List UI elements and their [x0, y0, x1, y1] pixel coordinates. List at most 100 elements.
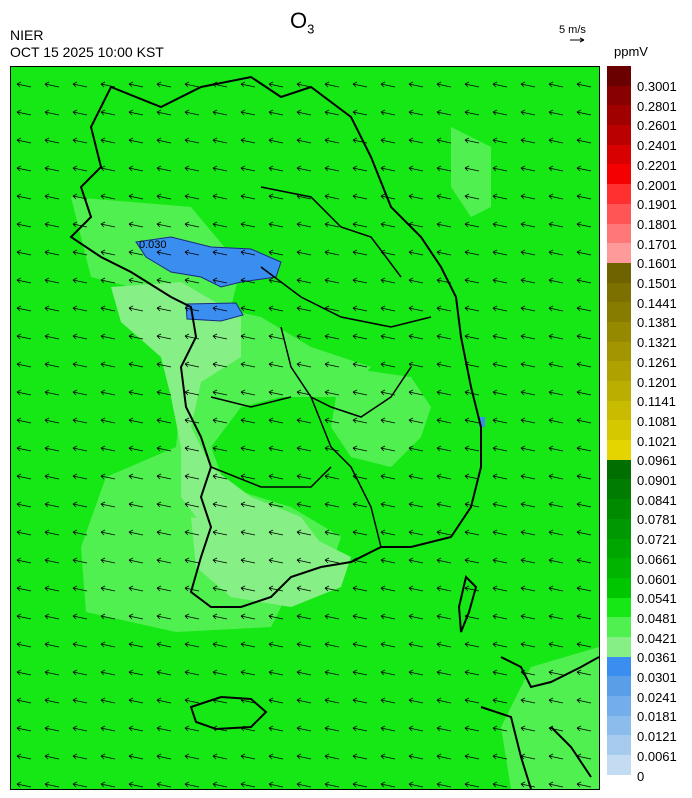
wind-vector-arrow	[72, 725, 88, 732]
wind-vector-arrow	[128, 305, 144, 312]
wind-vector-arrow	[100, 697, 116, 704]
wind-vector-arrow	[408, 585, 424, 592]
wind-vector-arrow	[100, 725, 116, 732]
wind-vector-arrow	[128, 277, 144, 284]
wind-vector-arrow	[44, 725, 60, 732]
wind-vector-arrow	[240, 725, 256, 732]
wind-vector-arrow	[184, 557, 200, 564]
wind-vector-arrow	[268, 193, 284, 200]
colorbar-label: 0.1381	[637, 315, 677, 331]
wind-vector-arrow	[128, 445, 144, 452]
wind-vector-arrow	[324, 697, 340, 704]
colorbar-label: 0.0601	[637, 571, 677, 587]
wind-vector-arrow	[352, 753, 368, 760]
coastline-japan	[480, 656, 599, 789]
wind-vector-arrow	[380, 249, 396, 256]
wind-vector-arrow	[100, 249, 116, 256]
wind-vector-arrow	[72, 613, 88, 620]
wind-vector-arrow	[492, 529, 508, 536]
colorbar-label: 0.0541	[637, 591, 677, 607]
wind-vector-arrow	[408, 501, 424, 508]
wind-vector-arrow	[268, 389, 284, 396]
wind-vector-arrow	[128, 249, 144, 256]
wind-vector-arrow	[44, 333, 60, 340]
wind-vector-arrow	[520, 137, 536, 144]
wind-vector-arrow	[156, 81, 172, 88]
wind-vector-arrow	[100, 137, 116, 144]
wind-vector-arrow	[100, 109, 116, 116]
wind-vector-arrow	[436, 557, 452, 564]
wind-vector-arrow	[156, 725, 172, 732]
wind-vectors	[16, 81, 592, 788]
wind-vector-arrow	[548, 613, 564, 620]
wind-vector-arrow	[576, 697, 592, 704]
wind-vector-arrow	[548, 725, 564, 732]
wind-vector-arrow	[156, 613, 172, 620]
wind-vector-arrow	[352, 557, 368, 564]
wind-vector-arrow	[44, 753, 60, 760]
wind-vector-arrow	[268, 221, 284, 228]
wind-vector-arrow	[576, 389, 592, 396]
wind-vector-arrow	[548, 417, 564, 424]
colorbar-segment	[607, 184, 631, 204]
wind-vector-arrow	[156, 501, 172, 508]
light-zone-northeast	[451, 127, 491, 217]
wind-vector-arrow	[380, 473, 396, 480]
wind-vector-arrow	[492, 361, 508, 368]
wind-vector-arrow	[100, 333, 116, 340]
wind-vector-arrow	[184, 529, 200, 536]
wind-vector-arrow	[380, 753, 396, 760]
wind-vector-arrow	[464, 697, 480, 704]
wind-vector-arrow	[352, 669, 368, 676]
wind-vector-arrow	[380, 389, 396, 396]
wind-vector-arrow	[296, 557, 312, 564]
wind-vector-arrow	[352, 585, 368, 592]
wind-vector-arrow	[156, 753, 172, 760]
wind-vector-arrow	[156, 221, 172, 228]
wind-vector-arrow	[240, 221, 256, 228]
wind-vector-arrow	[72, 109, 88, 116]
province-boundaries	[210, 186, 432, 548]
wind-vector-arrow	[408, 529, 424, 536]
wind-vector-arrow	[520, 389, 536, 396]
colorbar-label: 0.0841	[637, 492, 677, 508]
wind-vector-arrow	[492, 501, 508, 508]
wind-vector-arrow	[212, 473, 228, 480]
wind-vector-arrow	[72, 417, 88, 424]
wind-vector-arrow	[128, 669, 144, 676]
colorbar-segment	[607, 66, 631, 86]
wind-vector-arrow	[268, 109, 284, 116]
wind-vector-arrow	[16, 417, 32, 424]
wind-vector-arrow	[520, 249, 536, 256]
wind-vector-arrow	[240, 585, 256, 592]
wind-vector-arrow	[268, 753, 284, 760]
wind-vector-arrow	[520, 165, 536, 172]
wind-vector-arrow	[16, 501, 32, 508]
wind-vector-arrow	[380, 361, 396, 368]
wind-vector-arrow	[492, 669, 508, 676]
colorbar-label: 0.1701	[637, 236, 677, 252]
colorbar-segment	[607, 125, 631, 145]
wind-vector-arrow	[520, 613, 536, 620]
wind-vector-arrow	[380, 641, 396, 648]
wind-vector-arrow	[212, 669, 228, 676]
wind-vector-arrow	[352, 781, 368, 788]
wind-vector-arrow	[492, 165, 508, 172]
wind-vector-arrow	[100, 193, 116, 200]
colorbar-segment	[607, 381, 631, 401]
wind-vector-arrow	[156, 529, 172, 536]
wind-vector-arrow	[436, 165, 452, 172]
wind-vector-arrow	[184, 109, 200, 116]
wind-vector-arrow	[100, 753, 116, 760]
wind-vector-arrow	[576, 333, 592, 340]
wind-vector-arrow	[72, 529, 88, 536]
high-zone-incheon	[185, 302, 244, 322]
wind-vector-arrow	[520, 417, 536, 424]
wind-vector-arrow	[100, 669, 116, 676]
wind-vector-arrow	[520, 445, 536, 452]
wind-vector-arrow	[464, 81, 480, 88]
wind-vector-arrow	[128, 333, 144, 340]
wind-vector-arrow	[324, 641, 340, 648]
colorbar-segment	[607, 223, 631, 244]
wind-vector-arrow	[324, 669, 340, 676]
